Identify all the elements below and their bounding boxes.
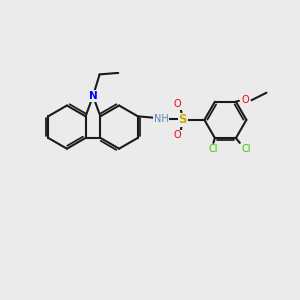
Text: NH: NH xyxy=(154,114,169,124)
Text: O: O xyxy=(242,95,249,105)
Text: S: S xyxy=(178,113,187,126)
Text: Cl: Cl xyxy=(242,145,251,154)
Text: O: O xyxy=(174,130,181,140)
Text: Cl: Cl xyxy=(208,145,218,154)
Text: N: N xyxy=(88,91,98,101)
Text: O: O xyxy=(174,99,181,109)
